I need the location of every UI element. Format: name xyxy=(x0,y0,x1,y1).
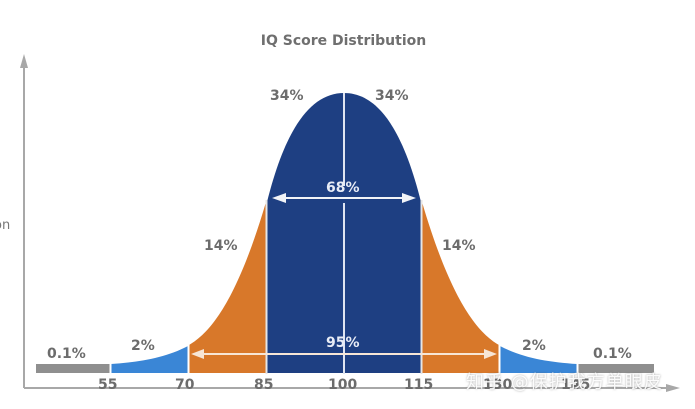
segment-right-14pct xyxy=(422,202,499,373)
segment-far-left xyxy=(36,364,110,373)
label-pct-left-2: 2% xyxy=(131,338,155,354)
label-span-95: 95% xyxy=(326,335,360,351)
x-tick-145: 145 xyxy=(561,377,591,393)
segment-left-14pct xyxy=(189,202,266,373)
watermark: 知乎 @保护我方单眼皮 xyxy=(466,372,663,393)
label-pct-far-right: 0.1% xyxy=(593,346,632,362)
label-pct-right-14: 14% xyxy=(442,238,476,254)
label-pct-far-left: 0.1% xyxy=(47,346,86,362)
x-tick-130: 130 xyxy=(483,377,513,393)
label-pct-right-2: 2% xyxy=(522,338,546,354)
label-pct-left-14: 14% xyxy=(204,238,238,254)
x-tick-70: 70 xyxy=(175,377,195,393)
chart-title: IQ Score Distribution xyxy=(260,33,427,49)
x-tick-55: 55 xyxy=(98,377,118,393)
x-tick-85: 85 xyxy=(254,377,274,393)
label-pct-right-34: 34% xyxy=(375,88,409,104)
y-axis-label: on xyxy=(0,218,11,233)
x-tick-100: 100 xyxy=(328,377,358,393)
label-pct-left-34: 34% xyxy=(270,88,304,104)
x-tick-115: 115 xyxy=(404,377,434,393)
segment-left-2pct xyxy=(111,346,188,373)
segment-far-right xyxy=(578,364,654,373)
segment-right-2pct xyxy=(500,346,577,373)
x-axis-arrow-icon xyxy=(666,384,680,392)
y-axis-arrow-icon xyxy=(20,54,28,68)
label-span-68: 68% xyxy=(326,180,360,196)
